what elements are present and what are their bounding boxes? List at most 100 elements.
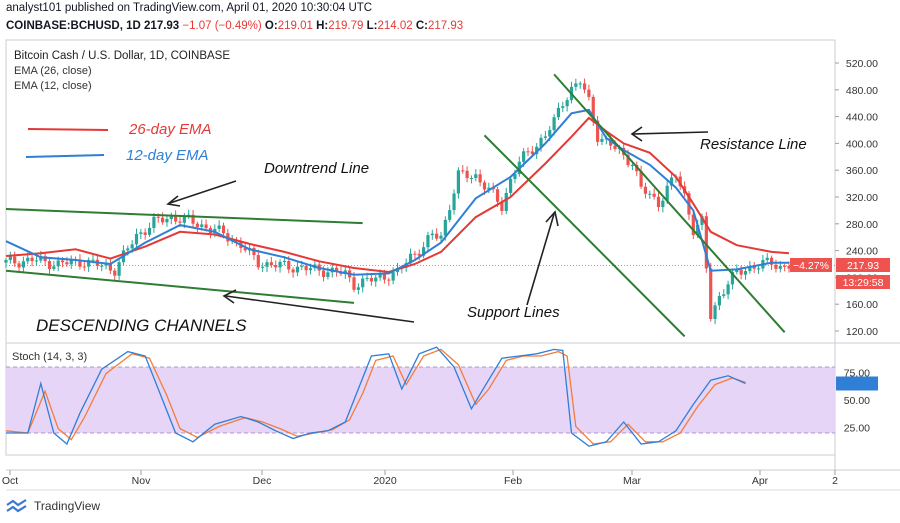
candle-body	[552, 117, 556, 131]
candle-body	[134, 233, 139, 245]
candle-body	[282, 261, 286, 263]
time-tick-label: Apr	[752, 475, 769, 487]
candle-body	[478, 174, 482, 183]
ema12-key-line	[25, 154, 105, 158]
candle-body	[130, 244, 134, 249]
candle-body	[269, 262, 273, 265]
symbol-ohlc-bar: COINBASE:BCHUSD, 1D 217.93 −1.07 (−0.49%…	[6, 20, 463, 32]
candle-body	[217, 225, 221, 229]
candle-body	[735, 269, 739, 273]
candle-body	[526, 151, 530, 153]
channel-arrow	[225, 295, 415, 323]
candle-body	[26, 257, 30, 262]
time-tick-label: Mar	[623, 475, 642, 487]
trendline	[483, 134, 686, 338]
candle-body	[200, 224, 204, 227]
candle-body	[365, 277, 369, 279]
candle-body	[113, 270, 117, 276]
candle-body	[439, 235, 443, 239]
stoch-tick-label: 25.00	[844, 423, 870, 435]
candle-body	[748, 266, 752, 272]
candle-body	[104, 263, 108, 266]
candle-body	[221, 225, 226, 234]
downtrend-arrow-head	[166, 195, 181, 207]
candle-body	[287, 261, 291, 270]
candle-body	[195, 223, 199, 227]
candle-body	[295, 266, 300, 273]
candle-body	[443, 219, 447, 236]
candle-body	[596, 120, 600, 142]
candle-body	[165, 218, 169, 223]
candle-body	[691, 214, 695, 235]
chart-legend: Bitcoin Cash / U.S. Dollar, 1D, COINBASE…	[14, 49, 230, 94]
candle-body	[321, 270, 326, 277]
tradingview-brand: TradingView	[34, 499, 101, 513]
candle-body	[665, 185, 669, 201]
candle-body	[391, 272, 395, 281]
candle-body	[152, 216, 156, 228]
candle-body	[648, 193, 652, 195]
trendline	[553, 73, 786, 334]
candle-body	[13, 256, 17, 264]
candle-body	[243, 248, 247, 251]
candle-body	[161, 217, 165, 223]
stoch-d-line	[5, 348, 746, 445]
candle-body	[8, 256, 12, 260]
candle-body	[756, 268, 761, 270]
close-value: 217.93	[428, 20, 464, 32]
time-tick-label: Nov	[132, 475, 151, 487]
low-label: L:	[366, 20, 378, 32]
candle-body	[543, 136, 547, 138]
tradingview-logo[interactable]: TradingView	[6, 499, 100, 513]
candle-body	[783, 265, 787, 267]
candle-body	[187, 214, 191, 216]
ema26-line	[5, 116, 790, 274]
candle-body	[661, 200, 665, 208]
candle-body	[770, 257, 774, 265]
price-tick-label: 160.00	[846, 299, 878, 311]
candle-body	[34, 260, 39, 262]
candle-body	[430, 233, 434, 236]
candle-body	[482, 182, 487, 190]
candle-body	[787, 266, 791, 269]
candle-body	[452, 193, 456, 211]
stoch-label: Stoch (14, 3, 3)	[12, 351, 88, 363]
candle-body	[417, 253, 421, 256]
pct-badge-text: −4.27%	[793, 260, 829, 272]
candle-body	[378, 274, 382, 278]
candle-body	[252, 248, 256, 256]
candle-body	[256, 255, 260, 268]
candle-body	[261, 266, 265, 268]
symbol-label: COINBASE:BCHUSD, 1D	[6, 20, 141, 32]
price-tick-label: 280.00	[846, 219, 878, 231]
candle-body	[778, 265, 782, 269]
candle-body	[356, 287, 360, 290]
candle-body	[191, 214, 195, 224]
price-tick-label: 120.00	[846, 326, 878, 338]
trendline	[5, 269, 355, 304]
candle-body	[422, 247, 426, 256]
candle-body	[143, 232, 147, 235]
channels-annotation: DESCENDING CHANNELS	[36, 316, 247, 335]
ema12-annotation: 12-day EMA	[126, 147, 209, 164]
candle-body	[765, 257, 769, 261]
chart-title: Bitcoin Cash / U.S. Dollar, 1D, COINBASE	[14, 50, 231, 62]
candle-body	[126, 248, 130, 251]
time-tick-label: Oct	[2, 475, 18, 487]
candle-body	[87, 259, 91, 267]
candle-body	[413, 253, 417, 255]
price-badge	[836, 258, 890, 272]
stoch-k-line	[6, 346, 746, 447]
candle-body	[265, 262, 269, 267]
ema12-line	[5, 108, 789, 276]
candle-body	[669, 177, 674, 186]
resistance-arrow-head	[630, 126, 643, 142]
candle-body	[304, 265, 308, 271]
candle-body	[565, 100, 569, 107]
candle-body	[300, 265, 304, 267]
candle-body	[204, 224, 208, 229]
support-arrow	[526, 213, 555, 306]
downtrend-arrow	[169, 180, 237, 204]
candle-body	[656, 196, 661, 208]
